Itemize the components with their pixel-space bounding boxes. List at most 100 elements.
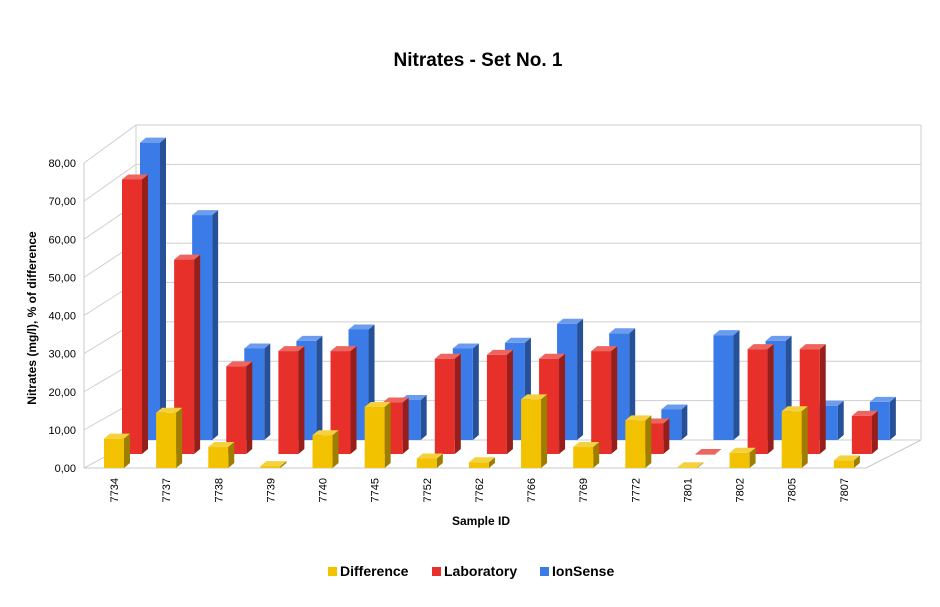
bar-top [208, 442, 235, 448]
bar-top [226, 361, 253, 367]
bar-side [559, 353, 566, 454]
bar-side [454, 353, 461, 454]
bar-laboratory-7739 [278, 346, 305, 454]
bar-difference-7801 [677, 462, 704, 468]
bar-difference-7805 [781, 406, 808, 468]
bar-side [212, 210, 219, 440]
x-tick-label: 7740 [318, 478, 330, 502]
bar-front [729, 452, 750, 468]
bar-difference-7739 [260, 461, 287, 468]
bar-side [124, 433, 130, 468]
bar-front [677, 467, 698, 468]
bar-side [663, 418, 670, 454]
y-tick-label: 0,00 [55, 463, 76, 475]
bar-top [695, 449, 722, 454]
bar-side [593, 442, 600, 468]
bar-difference-7772 [625, 415, 652, 468]
gridline-side [83, 124, 137, 164]
bar-side [332, 430, 339, 468]
y-tick-label: 80,00 [48, 158, 76, 170]
bar-side [436, 453, 443, 468]
bar-side [176, 407, 183, 468]
bar-difference-7766 [521, 394, 548, 468]
bar-side [681, 404, 688, 440]
bar-top [140, 137, 166, 143]
bar-top [156, 407, 183, 413]
x-tick-label: 7772 [630, 478, 642, 502]
bar-laboratory-7769 [591, 346, 618, 454]
bar-side [749, 447, 756, 468]
bar-side [280, 461, 287, 468]
bar-top [244, 343, 271, 349]
bar-side [298, 346, 305, 454]
y-tick-label: 30,00 [48, 349, 76, 361]
bar-top [104, 433, 130, 439]
legend-swatch [432, 567, 441, 576]
bar-side [577, 318, 584, 440]
bar-top [364, 402, 391, 407]
bar-top [625, 415, 652, 421]
bar-top [278, 346, 305, 352]
floor-right-line [865, 439, 922, 469]
bar-difference-7745 [364, 402, 391, 468]
bar-front [260, 466, 281, 468]
bar-top [486, 349, 513, 355]
x-tick-label: 7769 [578, 478, 590, 502]
x-tick-label: 7807 [839, 478, 851, 502]
bar-laboratory-7752 [434, 353, 461, 454]
bar-laboratory-7740 [330, 346, 357, 454]
bar-top [869, 396, 896, 402]
y-tick-label: 40,00 [48, 311, 76, 323]
bar-front [851, 415, 872, 454]
bar-side [733, 330, 740, 440]
x-tick-label: 7739 [265, 478, 277, 502]
bar-top [851, 410, 878, 416]
bar-front [330, 351, 351, 454]
bar-side [488, 457, 495, 468]
bar-ionsense-7801 [713, 330, 740, 440]
bar-top [539, 353, 566, 359]
legend-swatch [328, 567, 337, 576]
bar-top [677, 462, 704, 468]
legend-item-ionsense: IonSense [540, 563, 614, 579]
bar-side [871, 410, 878, 454]
x-tick-label: 7745 [370, 478, 382, 502]
bar-side [506, 349, 513, 454]
y-tick-label: 50,00 [48, 272, 76, 284]
bar-front [226, 366, 247, 454]
bar-side [629, 328, 636, 440]
bar-front [468, 462, 489, 468]
bar-front [695, 454, 716, 455]
bar-top [434, 353, 461, 359]
bar-top [382, 397, 409, 403]
legend-item-difference: Difference [328, 563, 409, 579]
bar-difference-7734 [104, 433, 130, 468]
bar-top [781, 406, 808, 412]
legend-swatch [540, 567, 549, 576]
bar-difference-7737 [156, 407, 183, 468]
bar-difference-7738 [208, 442, 235, 468]
y-tick-label: 70,00 [48, 196, 76, 208]
bar-side [246, 361, 253, 454]
x-axis-title: Sample ID [452, 514, 510, 528]
bar-side [142, 174, 148, 454]
chart-title: Nitrates - Set No. 1 [394, 50, 563, 71]
bar-top [468, 457, 495, 463]
x-tick-label: 7766 [526, 478, 538, 502]
bar-top [452, 343, 479, 349]
bar-front [416, 458, 437, 468]
bar-side [697, 462, 704, 468]
y-tick-label: 10,00 [48, 425, 76, 437]
bar-laboratory-7801 [695, 449, 722, 455]
bar-front [486, 354, 507, 454]
bar-difference-7802 [729, 447, 756, 468]
bar-top [833, 455, 860, 461]
legend-label: IonSense [552, 563, 614, 579]
bar-front [312, 435, 333, 468]
x-tick-label: 7802 [735, 478, 747, 502]
bar-laboratory-7738 [226, 361, 253, 454]
bar-front [833, 460, 854, 468]
bar-difference-7762 [468, 457, 495, 468]
bar-front [434, 358, 455, 454]
